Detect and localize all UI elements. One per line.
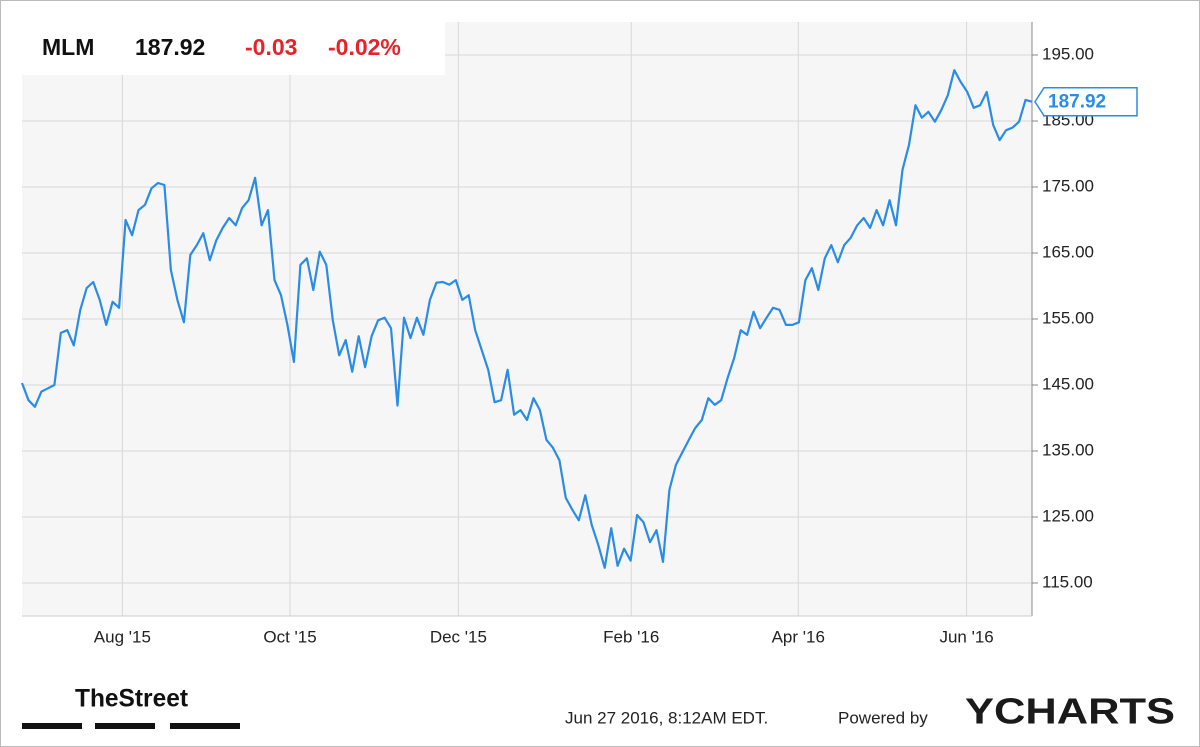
price-line <box>20 69 1033 569</box>
change-percent: -0.02% <box>328 34 401 60</box>
price: 187.92 <box>135 34 205 60</box>
brand: YCHARTS <box>965 691 1175 732</box>
change: -0.03 <box>245 34 297 60</box>
y-tick-label: 115.00 <box>1042 572 1093 591</box>
y-tick-label: 125.00 <box>1042 506 1094 525</box>
x-tick-label: Aug '15 <box>94 627 151 646</box>
x-tick-label: Jun '16 <box>939 627 993 646</box>
callout-box <box>1034 86 1138 117</box>
timestamp: Jun 27 2016, 8:12AM EDT. <box>565 708 768 727</box>
x-tick-label: Feb '16 <box>603 627 659 646</box>
header-box <box>22 22 445 75</box>
y-tick-label: 175.00 <box>1042 176 1094 195</box>
y-tick-label: 195.00 <box>1042 44 1094 63</box>
powered-by: Powered by <box>838 708 928 727</box>
source-logo: TheStreet <box>75 685 189 713</box>
logo-bar <box>22 723 82 729</box>
y-tick-label: 165.00 <box>1042 242 1094 261</box>
x-tick-label: Apr '16 <box>772 627 825 646</box>
logo-bar <box>170 723 240 729</box>
last-value-callout: 187.92 <box>1034 86 1138 117</box>
y-tick-label: 145.00 <box>1042 374 1094 393</box>
y-tick-label: 135.00 <box>1042 440 1094 459</box>
last-value-label: 187.92 <box>1048 92 1106 113</box>
logo-bar <box>95 723 155 729</box>
x-tick-label: Oct '15 <box>263 627 316 646</box>
y-tick-label: 155.00 <box>1042 308 1094 327</box>
x-tick-label: Dec '15 <box>430 627 487 646</box>
symbol: MLM <box>42 34 94 60</box>
series <box>20 69 1033 569</box>
